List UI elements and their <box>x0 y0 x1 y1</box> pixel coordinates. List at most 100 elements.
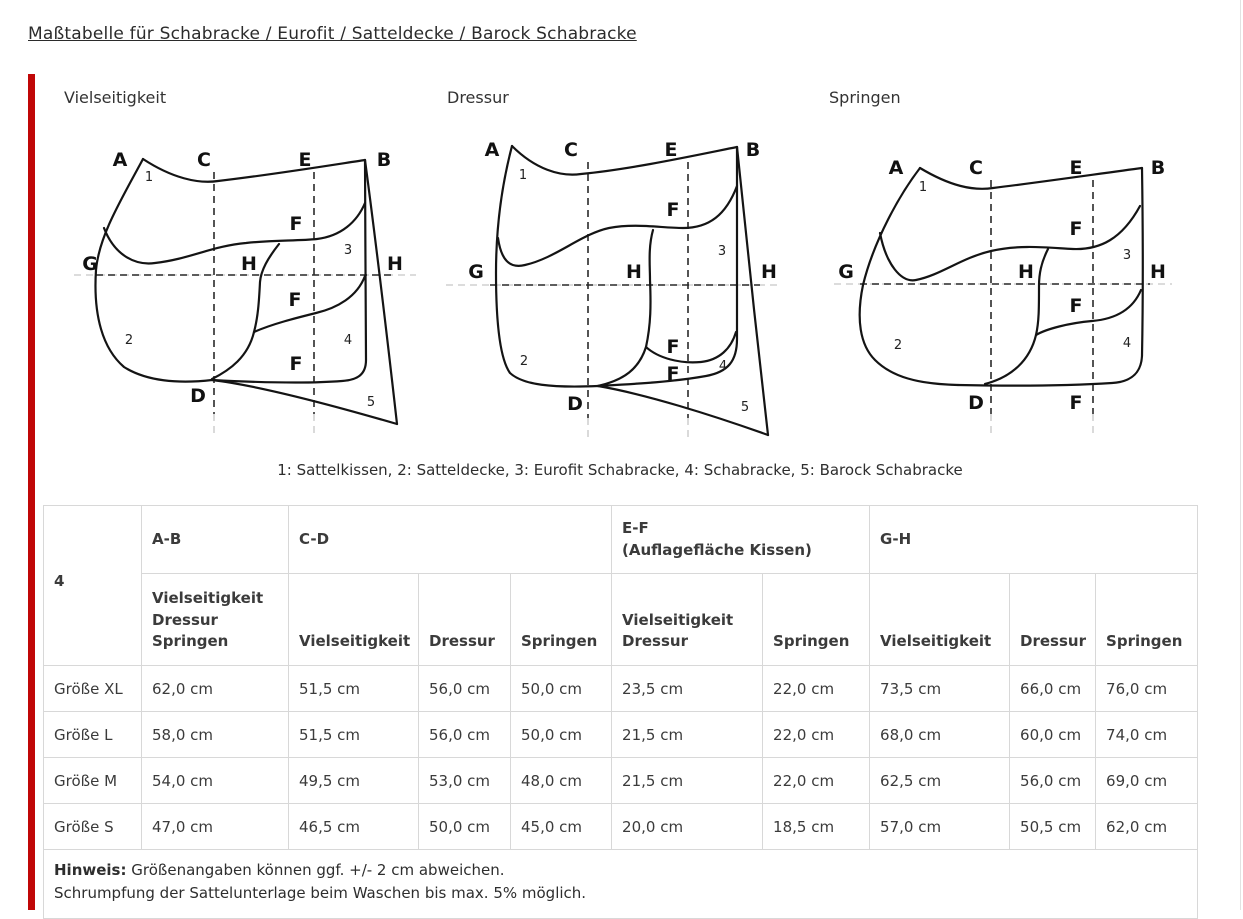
label-G: G <box>468 261 484 283</box>
label-F: F <box>1070 218 1083 240</box>
label-1: 1 <box>145 170 153 185</box>
label-F: F <box>667 199 680 221</box>
label-4: 4 <box>344 333 352 348</box>
table-row-s: Größe S 47,0 cm 46,5 cm 50,0 cm 45,0 cm … <box>43 803 1199 850</box>
label-G: G <box>838 261 854 283</box>
data-cell: 50,0 cm <box>509 711 613 758</box>
barock-right-edge <box>363 158 399 426</box>
right-edge-4 <box>956 166 1144 387</box>
pad-outlines <box>94 157 399 426</box>
data-cell: 62,0 cm <box>141 665 289 712</box>
data-cell: 66,0 cm <box>1009 665 1097 712</box>
data-cell: 21,5 cm <box>611 757 764 804</box>
label-C: C <box>969 157 983 179</box>
label-5: 5 <box>741 400 749 415</box>
front-curve <box>983 247 1050 386</box>
label-B: B <box>746 139 760 161</box>
data-cell: 22,0 cm <box>762 711 871 758</box>
diagram-legend: 1: Sattelkissen, 2: Satteldecke, 3: Euro… <box>277 461 963 479</box>
guide-lines <box>446 162 782 438</box>
label-D: D <box>968 392 984 414</box>
subheader-line: Springen <box>152 632 229 651</box>
row-label: Größe L <box>43 711 142 758</box>
data-cell: 56,0 cm <box>418 711 511 758</box>
pad-outlines <box>858 166 1144 387</box>
split-curve-3-4 <box>252 274 367 334</box>
label-2: 2 <box>520 354 528 369</box>
size-table: 4 A-B C-D E-F (Auflagefläche Kissen) G-H… <box>42 505 1199 919</box>
measure-letters: A C E B G H H D F F F <box>468 139 777 415</box>
data-cell: 49,5 cm <box>288 757 419 804</box>
subheader-ab-all: Vielseitigkeit Dressur Springen <box>141 573 289 666</box>
label-4: 4 <box>1123 336 1131 351</box>
barock-bottom-edge <box>210 378 399 426</box>
subheader-gh-dressur: Dressur <box>1009 573 1097 666</box>
subheader-cd-springen: Springen <box>509 573 613 666</box>
data-cell: 68,0 cm <box>869 711 1011 758</box>
subheader-cd-dressur: Dressur <box>418 573 511 666</box>
label-1: 1 <box>919 180 927 195</box>
group-header-cd: C-D <box>287 505 613 574</box>
right-edge-4 <box>210 158 368 384</box>
left-bottom-edge <box>494 144 600 388</box>
left-bottom-edge <box>858 166 960 387</box>
subheader-gh-springen: Springen <box>1095 573 1199 666</box>
data-cell: 69,0 cm <box>1095 757 1199 804</box>
label-F: F <box>290 213 303 235</box>
data-cell: 53,0 cm <box>418 757 511 804</box>
data-cell: 74,0 cm <box>1095 711 1199 758</box>
label-F: F <box>290 353 303 375</box>
top-edge <box>141 157 367 183</box>
top-edge <box>918 166 1144 190</box>
top-edge <box>510 144 739 176</box>
measure-letters: A C E B G H H D F F F <box>838 157 1166 414</box>
table-row-xl: Größe XL 62,0 cm 51,5 cm 56,0 cm 50,0 cm… <box>43 665 1199 712</box>
diagram-dressur: A C E B G H H D F F F 1 2 3 4 5 <box>446 139 782 438</box>
group-header-ef: E-F (Auflagefläche Kissen) <box>611 505 871 574</box>
subheader-gh-vielseitigkeit: Vielseitigkeit <box>869 573 1011 666</box>
label-H: H <box>387 253 403 275</box>
pad-outlines <box>494 144 770 437</box>
note-line1: Größenangaben können ggf. +/- 2 cm abwei… <box>126 861 505 879</box>
subheader-line: Dressur <box>152 610 218 629</box>
region-numbers: 1 2 3 4 5 <box>125 170 375 410</box>
data-cell: 56,0 cm <box>418 665 511 712</box>
data-cell: 48,0 cm <box>509 757 613 804</box>
diagram-title-vielseitigkeit: Vielseitigkeit <box>64 88 167 107</box>
split-curve-3-4 <box>1034 288 1143 337</box>
barock-right-edge <box>735 145 770 437</box>
label-3: 3 <box>1123 248 1131 263</box>
note-line2: Schrumpfung der Sattelunterlage beim Was… <box>54 884 587 903</box>
data-cell: 51,5 cm <box>288 665 419 712</box>
kissen-curve <box>102 201 367 265</box>
label-B: B <box>1151 157 1165 179</box>
label-D: D <box>567 393 583 415</box>
left-bottom-edge <box>94 157 214 383</box>
row-label: Größe XL <box>43 665 142 712</box>
label-C: C <box>564 139 578 161</box>
group-header-ef-line2: (Auflagefläche Kissen) <box>622 540 812 559</box>
accent-bar <box>28 74 35 910</box>
label-4: 4 <box>719 359 727 374</box>
label-3: 3 <box>718 244 726 259</box>
data-cell: 58,0 cm <box>141 711 289 758</box>
label-A: A <box>889 157 904 179</box>
label-F: F <box>667 363 680 385</box>
data-cell: 47,0 cm <box>141 803 289 850</box>
label-H: H <box>1150 261 1166 283</box>
subheader-line: Dressur <box>622 632 688 651</box>
data-cell: 50,0 cm <box>418 803 511 850</box>
diagram-title-springen: Springen <box>829 88 901 107</box>
label-A: A <box>485 139 500 161</box>
group-header-ab: A-B <box>141 505 289 574</box>
data-cell: 56,0 cm <box>1009 757 1097 804</box>
split-curve-3-4 <box>644 330 738 364</box>
table-row-m: Größe M 54,0 cm 49,5 cm 53,0 cm 48,0 cm … <box>43 757 1199 804</box>
subheader-cd-vielseitigkeit: Vielseitigkeit <box>288 573 419 666</box>
corner-cell: 4 <box>43 505 142 666</box>
data-cell: 60,0 cm <box>1009 711 1097 758</box>
data-cell: 76,0 cm <box>1095 665 1199 712</box>
front-curve <box>596 228 655 388</box>
label-F: F <box>667 336 680 358</box>
data-cell: 45,0 cm <box>509 803 613 850</box>
